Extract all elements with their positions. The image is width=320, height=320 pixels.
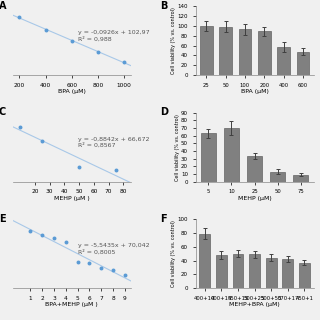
Bar: [199, 234, 210, 288]
X-axis label: BPA (μM): BPA (μM): [58, 89, 86, 94]
Y-axis label: Cell viability (% vs. control): Cell viability (% vs. control): [175, 114, 180, 180]
Bar: [277, 47, 290, 75]
Text: A: A: [0, 1, 6, 11]
Bar: [299, 263, 310, 288]
Text: B: B: [160, 1, 168, 11]
Point: [95, 49, 100, 54]
X-axis label: MEHP+BPA (μM): MEHP+BPA (μM): [229, 302, 280, 307]
Point: [99, 265, 104, 270]
Point: [75, 259, 80, 264]
Point: [52, 236, 57, 241]
Point: [17, 15, 22, 20]
Text: y = -0,8842x + 66,672
R² = 0,8567: y = -0,8842x + 66,672 R² = 0,8567: [78, 137, 149, 148]
Point: [63, 239, 68, 244]
Bar: [247, 156, 262, 181]
Text: y = -0,0926x + 102,97
R² = 0,988: y = -0,0926x + 102,97 R² = 0,988: [78, 30, 149, 42]
Point: [76, 164, 82, 170]
Point: [28, 228, 33, 234]
Text: C: C: [0, 108, 6, 117]
Point: [114, 168, 119, 173]
Text: D: D: [160, 108, 168, 117]
Point: [40, 233, 45, 238]
Point: [122, 60, 127, 65]
X-axis label: BPA (μM): BPA (μM): [241, 89, 268, 94]
Bar: [219, 27, 232, 75]
Bar: [270, 172, 285, 181]
X-axis label: MEHP (μM): MEHP (μM): [238, 196, 271, 201]
Bar: [249, 254, 260, 288]
Text: y = -5,5435x + 70,042
R² = 0,8005: y = -5,5435x + 70,042 R² = 0,8005: [78, 243, 149, 254]
X-axis label: MEHP (μM ): MEHP (μM ): [54, 196, 90, 201]
Bar: [293, 175, 308, 181]
Bar: [297, 52, 309, 75]
Point: [18, 124, 23, 129]
X-axis label: BPA+MEHP (μM ): BPA+MEHP (μM ): [45, 302, 98, 307]
Y-axis label: Cell viability (% vs. control): Cell viability (% vs. control): [171, 220, 176, 287]
Bar: [233, 254, 244, 288]
Text: E: E: [0, 214, 5, 224]
Bar: [239, 29, 251, 75]
Bar: [224, 128, 239, 181]
Bar: [216, 255, 227, 288]
Y-axis label: Cell viability (% vs. control): Cell viability (% vs. control): [171, 7, 176, 74]
Point: [110, 268, 116, 273]
Point: [40, 139, 45, 144]
Bar: [266, 258, 276, 288]
Point: [69, 38, 74, 44]
Point: [43, 27, 48, 32]
Bar: [200, 26, 212, 75]
Bar: [283, 259, 293, 288]
Text: F: F: [160, 214, 167, 224]
Point: [122, 273, 127, 278]
Point: [87, 260, 92, 265]
Bar: [201, 133, 216, 181]
Bar: [258, 31, 271, 75]
